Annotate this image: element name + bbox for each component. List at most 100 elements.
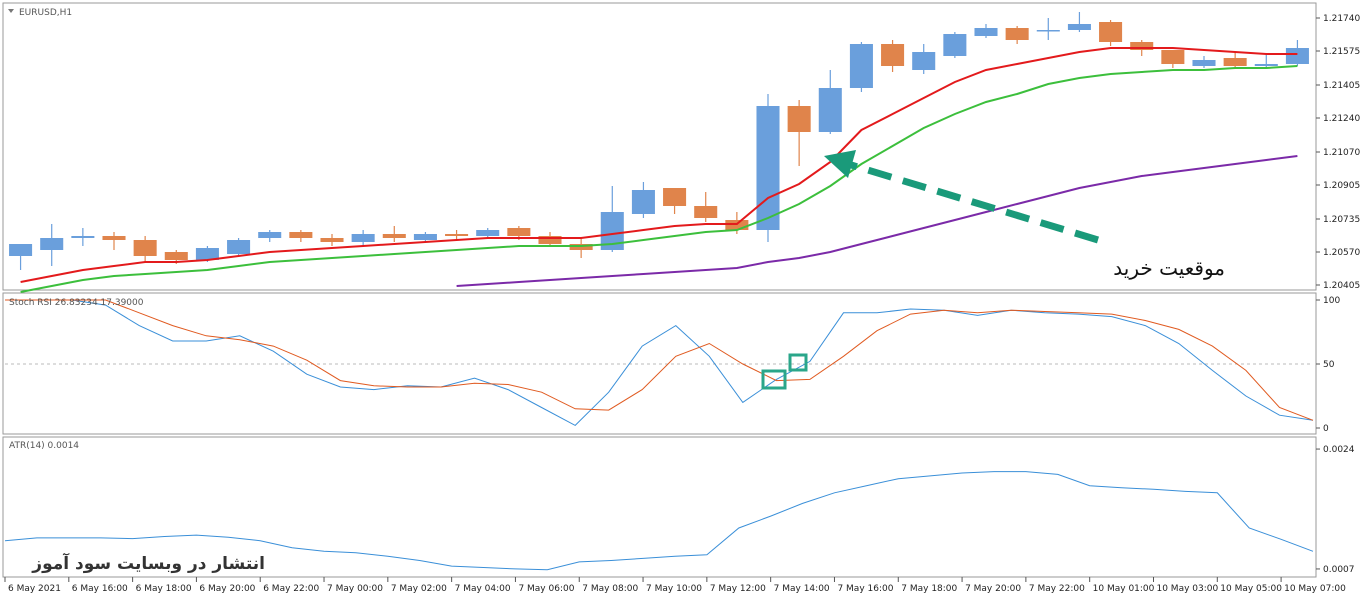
candle-body (507, 228, 531, 236)
atr-series-line (4, 471, 1314, 571)
signal-marker-box (788, 353, 808, 372)
ma-mid-line (20, 65, 1298, 293)
candle-body (1036, 30, 1060, 32)
candle-body (1223, 58, 1247, 66)
candle-body (133, 240, 157, 256)
candle-body (787, 106, 811, 132)
stochrsi-pane: 100 50 0 (5, 296, 1340, 434)
candle-body (631, 190, 655, 214)
price-tick-label: 1.21575 (1323, 47, 1360, 57)
candle-body (1161, 50, 1185, 64)
price-tick-label: 1.21070 (1323, 148, 1360, 158)
candle-body (413, 234, 437, 240)
time-tick-label: 10 May 07:00 (1284, 584, 1346, 594)
symbol-label: EURUSD,H1 (19, 8, 72, 18)
stochrsi-label: Stoch RSI 26.83234 17.39000 (9, 298, 144, 308)
ma-slow-line (456, 155, 1298, 287)
price-tick-label: 1.21240 (1323, 114, 1360, 124)
price-tick-label: 1.20405 (1323, 281, 1360, 291)
atr-pane: 0.0024 0.0007 (4, 445, 1355, 575)
price-tick-label: 1.21405 (1323, 81, 1360, 91)
time-tick-label: 6 May 18:00 (136, 584, 192, 594)
candle-body (351, 234, 375, 242)
candle-body (289, 232, 313, 238)
time-tick-label: 7 May 06:00 (518, 584, 574, 594)
candle-body (102, 236, 126, 240)
candle-body (258, 232, 282, 238)
time-tick-label: 10 May 03:00 (1156, 584, 1218, 594)
candle-body (445, 234, 469, 236)
candle-body (818, 88, 842, 132)
candle-body (195, 248, 219, 260)
time-tick-label: 7 May 12:00 (710, 584, 766, 594)
price-tick-label: 1.21740 (1323, 14, 1360, 24)
time-tick-label: 7 May 14:00 (774, 584, 830, 594)
candle-body (600, 212, 624, 250)
candle-body (974, 28, 998, 36)
stoch-series-d (5, 299, 1314, 421)
candle-body (382, 234, 406, 238)
time-axis: 6 May 2021 6 May 16:00 6 May 18:00 6 May 20… (4, 577, 1346, 594)
time-tick-label: 7 May 18:00 (901, 584, 957, 594)
candle-body (320, 238, 344, 242)
time-tick-label: 7 May 08:00 (582, 584, 638, 594)
arrow-head-icon (824, 150, 856, 178)
candle-body (1067, 24, 1091, 30)
time-tick-label: 6 May 22:00 (263, 584, 319, 594)
stoch-tick-label: 50 (1323, 360, 1335, 370)
candle-body (164, 252, 188, 260)
candle-body (912, 52, 936, 70)
price-tick-label: 1.20905 (1323, 181, 1360, 191)
time-tick-label: 10 May 01:00 (1093, 584, 1155, 594)
time-tick-label: 7 May 02:00 (391, 584, 447, 594)
time-tick-label: 7 May 00:00 (327, 584, 383, 594)
candle-body (849, 44, 873, 88)
candle-body (1130, 42, 1154, 50)
candle-body (476, 230, 500, 236)
candle-body (9, 244, 33, 256)
candle-body (1005, 28, 1029, 40)
time-tick-label: 7 May 04:00 (455, 584, 511, 594)
candle-body (943, 34, 967, 56)
atr-pane-frame (2, 436, 1317, 578)
candle-body (1099, 22, 1123, 42)
atr-tick-label: 0.0007 (1323, 565, 1355, 575)
candle-body (569, 244, 593, 250)
atr-label: ATR(14) 0.0014 (9, 441, 79, 451)
time-tick-label: 7 May 22:00 (1029, 584, 1085, 594)
candle-body (538, 236, 562, 244)
atr-tick-label: 0.0024 (1323, 445, 1355, 455)
dashed-arrow-line (846, 160, 1100, 244)
time-tick-label: 7 May 10:00 (646, 584, 702, 594)
candle-body (1192, 60, 1216, 66)
time-tick-label: 10 May 05:00 (1220, 584, 1282, 594)
time-tick-label: 7 May 20:00 (965, 584, 1021, 594)
price-pane-frame (2, 2, 1317, 291)
candle-body (756, 106, 780, 230)
time-tick-label: 6 May 16:00 (72, 584, 128, 594)
candle-body (881, 44, 905, 66)
watermark-text: انتشار در وبسایت سود آموز (31, 552, 265, 574)
stoch-series-k (5, 299, 1314, 427)
stoch-tick-label: 0 (1323, 424, 1329, 434)
price-tick-label: 1.20570 (1323, 248, 1360, 258)
candle-body (1254, 64, 1278, 66)
stoch-tick-label: 100 (1323, 296, 1340, 306)
candle-body (663, 188, 687, 206)
buy-position-label: موقعیت خرید (1113, 256, 1225, 280)
ma-fast-line (20, 47, 1298, 283)
time-tick-label: 6 May 2021 (8, 584, 61, 594)
price-pane: 1.21740 1.21575 1.21405 1.21240 1.21070 1.209… (9, 12, 1360, 293)
candle-body (1285, 48, 1309, 64)
signal-marker-box (761, 369, 787, 390)
candle-body (694, 206, 718, 218)
time-tick-label: 6 May 20:00 (199, 584, 255, 594)
candle-body (40, 238, 64, 250)
candle-body (227, 240, 251, 254)
buy-arrow-annotation (824, 150, 1100, 244)
chevron-down-icon[interactable] (8, 9, 14, 13)
candle-body (71, 236, 95, 238)
time-tick-label: 7 May 16:00 (837, 584, 893, 594)
